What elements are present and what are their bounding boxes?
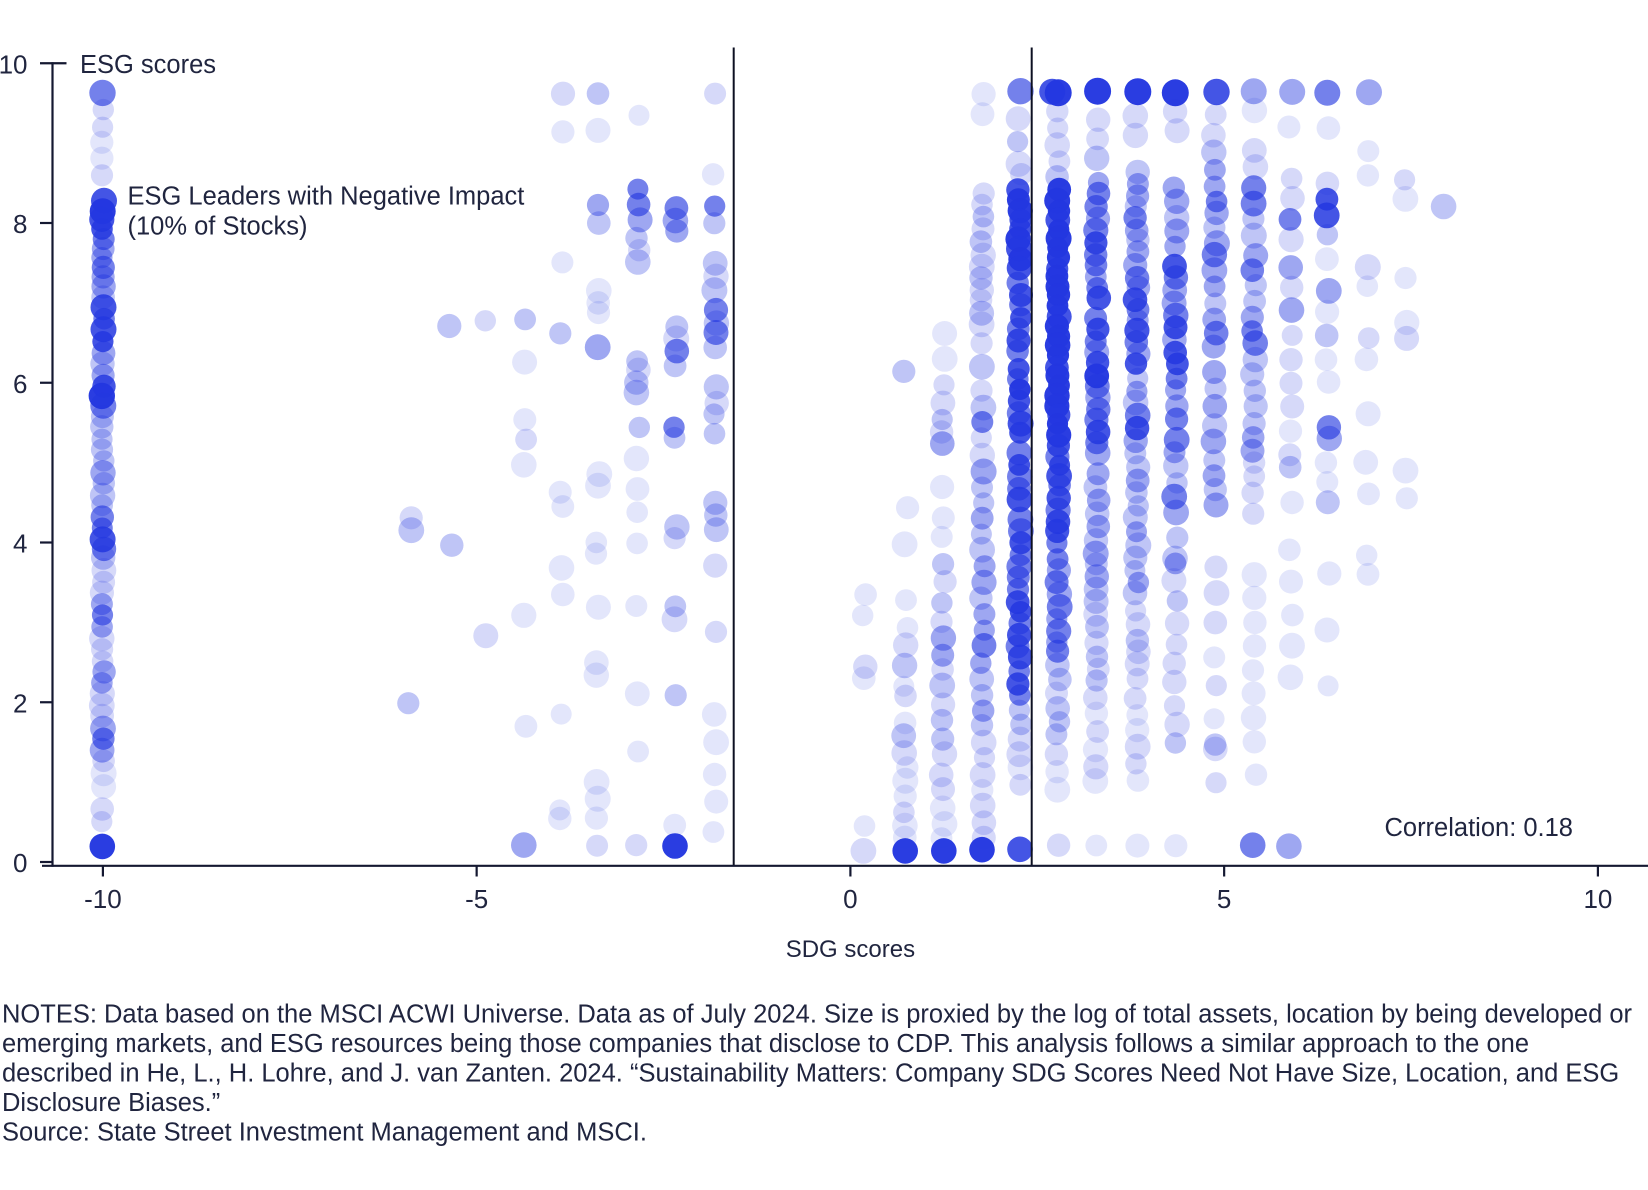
svg-text:0: 0 (13, 848, 27, 878)
svg-text:10: 10 (0, 50, 28, 80)
svg-text:8: 8 (13, 209, 27, 239)
svg-text:(10% of Stocks): (10% of Stocks) (128, 213, 308, 241)
svg-text:ESG Leaders with Negative Impa: ESG Leaders with Negative Impact (128, 182, 525, 210)
svg-text:described in He, L., H. Lohre,: described in He, L., H. Lohre, and J. va… (2, 1059, 1619, 1087)
svg-text:-5: -5 (465, 884, 488, 914)
svg-text:NOTES: Data based on the MSCI: NOTES: Data based on the MSCI ACWI Unive… (2, 1000, 1633, 1028)
svg-text:-10: -10 (84, 884, 122, 914)
svg-text:ESG scores: ESG scores (80, 51, 216, 79)
svg-text:10: 10 (1583, 884, 1612, 914)
svg-text:5: 5 (1217, 884, 1231, 914)
svg-text:Disclosure Biases.”: Disclosure Biases.” (2, 1089, 220, 1117)
svg-text:6: 6 (13, 369, 27, 399)
svg-text:emerging markets, and ESG reso: emerging markets, and ESG resources bein… (2, 1030, 1529, 1058)
svg-text:Correlation: 0.18: Correlation: 0.18 (1384, 814, 1573, 842)
svg-text:0: 0 (843, 884, 857, 914)
svg-text:4: 4 (13, 529, 27, 559)
svg-text:SDG scores: SDG scores (786, 936, 915, 963)
svg-text:2: 2 (13, 689, 27, 719)
svg-text:Source: State Street Investmen: Source: State Street Investment Manageme… (2, 1118, 647, 1146)
